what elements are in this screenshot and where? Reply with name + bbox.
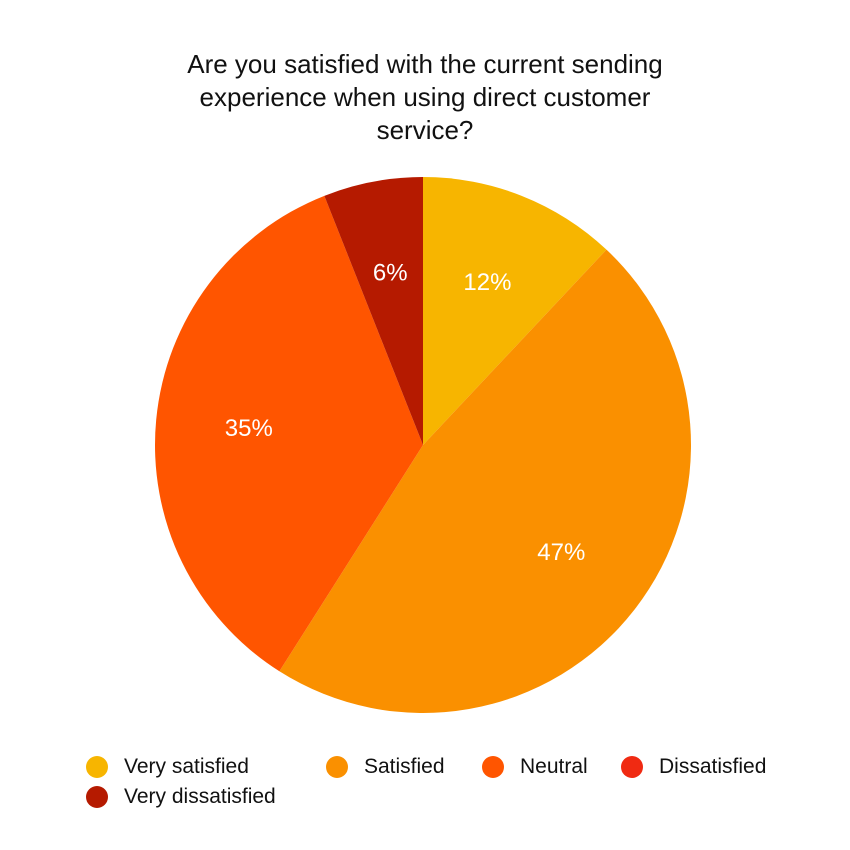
legend-swatch-neutral <box>482 756 504 778</box>
pie-label-satisfied: 47% <box>537 539 585 566</box>
chart-title: Are you satisfied with the current sendi… <box>125 48 725 147</box>
legend-label-very-satisfied: Very satisfied <box>124 755 249 778</box>
legend-swatch-very-dissatisfied <box>86 786 108 808</box>
pie-labels: 12% 47% 35% 6% <box>225 260 586 566</box>
chart-title-line-3: service? <box>376 115 474 145</box>
pie-slice-neutral <box>154 195 423 672</box>
legend-item-very-dissatisfied: Very dissatisfied <box>86 782 276 812</box>
legend-label-dissatisfied: Dissatisfied <box>659 755 767 778</box>
pie-label-very-dissatisfied: 6% <box>373 260 408 287</box>
legend-item-dissatisfied: Dissatisfied <box>621 752 766 782</box>
chart-title-line-1: Are you satisfied with the current sendi… <box>187 49 663 79</box>
legend-item-satisfied: Satisfied <box>326 752 445 782</box>
legend-swatch-dissatisfied <box>621 756 643 778</box>
chart-title-line-2: experience when using direct customer <box>199 82 651 112</box>
legend-label-very-dissatisfied: Very dissatisfied <box>124 785 276 808</box>
pie-label-very-satisfied: 12% <box>463 269 511 296</box>
legend-swatch-satisfied <box>326 756 348 778</box>
pie-slice-very-dissatisfied <box>324 177 423 445</box>
legend-item-neutral: Neutral <box>482 752 588 782</box>
legend-swatch-very-satisfied <box>86 756 108 778</box>
pie-slice-satisfied <box>279 249 691 713</box>
legend: Very satisfied Satisfied Neutral Dissati… <box>86 752 806 822</box>
pie-slices <box>154 177 691 713</box>
pie-label-neutral: 35% <box>225 415 273 442</box>
pie-slice-very-satisfied <box>423 177 607 445</box>
legend-label-satisfied: Satisfied <box>364 755 445 778</box>
legend-label-neutral: Neutral <box>520 755 588 778</box>
legend-item-very-satisfied: Very satisfied <box>86 752 249 782</box>
